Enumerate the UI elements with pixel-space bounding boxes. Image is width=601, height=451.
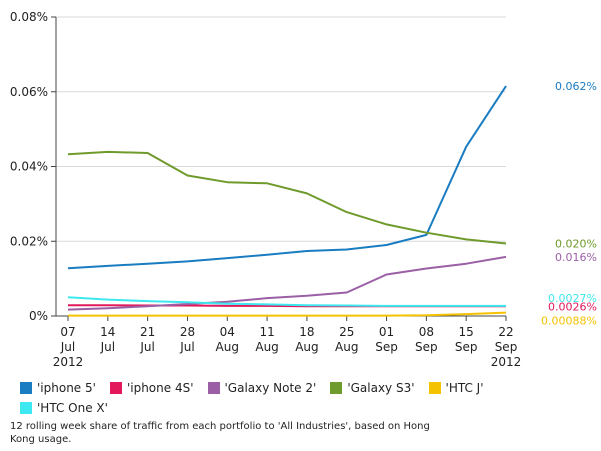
x-tick-label: 07 [60, 325, 75, 339]
series-line-htc-j [68, 311, 507, 317]
x-tick-label: 08 [419, 325, 434, 339]
x-tick-label: Sep [455, 340, 478, 354]
series-line-galaxy-note-2 [67, 255, 507, 311]
x-tick-label: Sep [495, 340, 518, 354]
legend-item-iphone-5: 'iphone 5' [20, 379, 96, 397]
y-tick-label: 0.06% [10, 85, 48, 99]
legend-swatch [20, 402, 32, 414]
legend-item-iphone-4s: 'iphone 4S' [109, 379, 194, 397]
x-tick-label: Jul [139, 340, 154, 354]
x-tick-label: Jul [60, 340, 75, 354]
line-chart: 0%0.02%0.04%0.06%0.08% 07Jul201214Jul21J… [10, 10, 597, 369]
x-tick-label: 25 [339, 325, 354, 339]
legend-item-htc-j: 'HTC J' [428, 379, 484, 397]
x-tick-label: 22 [498, 325, 513, 339]
x-tick-label: Aug [295, 340, 318, 354]
x-tick-label: 21 [140, 325, 155, 339]
end-label-htc-one-x: 0.0027% [548, 292, 597, 305]
end-label-htc-j: 0.00088% [541, 315, 597, 328]
legend-swatch [428, 382, 441, 394]
series-line-iphone-5 [67, 85, 507, 270]
x-tick-label: 14 [100, 325, 115, 339]
legend-label: 'HTC One X' [37, 401, 108, 415]
x-tick-label: 15 [459, 325, 474, 339]
series-line-galaxy-s3 [67, 150, 507, 245]
x-tick-label: 2012 [491, 355, 522, 369]
y-tick-label: 0% [29, 309, 48, 323]
end-label-galaxy-s3: 0.020% [555, 237, 597, 250]
legend-swatch [109, 382, 122, 394]
series-layer [67, 85, 507, 317]
end-labels: 0.062% 0.0026% 0.016%0.020% 0.00088% 0.0027% [541, 80, 597, 327]
legend-label: 'Galaxy Note 2' [224, 381, 317, 395]
x-tick-label: Jul [179, 340, 194, 354]
legend-swatch [20, 382, 32, 394]
x-tick-label: Aug [255, 340, 278, 354]
end-label-iphone-4s: 0.0026% [548, 300, 597, 313]
legend-label: 'iphone 4S' [126, 381, 194, 395]
legend: 'iphone 5' 'iphone 4S' 'Galaxy Note 2' 'Gal… [20, 379, 590, 419]
legend-item-galaxy-note-2: 'Galaxy Note 2' [207, 379, 317, 397]
x-tick-label: Aug [216, 340, 239, 354]
legend-item-galaxy-s3: 'Galaxy S3' [330, 379, 415, 397]
legend-item-htc-one-x: 'HTC One X' [20, 399, 108, 417]
x-tick-label: Sep [415, 340, 438, 354]
y-tick-label: 0.02% [10, 234, 48, 248]
x-tick-label: 2012 [53, 355, 84, 369]
legend-label: 'HTC J' [445, 381, 484, 395]
end-label-iphone-5: 0.062% [555, 80, 597, 93]
x-tick-label: 01 [379, 325, 394, 339]
y-tick-label: 0.04% [10, 160, 48, 174]
x-tick-label: 11 [259, 325, 274, 339]
x-tick-label: Sep [375, 340, 398, 354]
x-tick-label: 04 [220, 325, 235, 339]
x-tick-label: Jul [100, 340, 115, 354]
legend-label: 'Galaxy S3' [347, 381, 415, 395]
x-tick-label: 28 [180, 325, 195, 339]
y-tick-label: 0.08% [10, 10, 48, 24]
series-line-htc-one-x [67, 296, 506, 307]
legend-swatch [330, 382, 343, 394]
x-axis: 07Jul201214Jul21Jul28Jul04Aug11Aug18Aug2… [53, 315, 522, 369]
y-axis: 0% 0.02% 0.04% 0.06% 0.08% [10, 10, 506, 323]
legend-swatch [207, 382, 220, 394]
x-tick-label: Aug [335, 340, 358, 354]
x-tick-label: 18 [299, 325, 314, 339]
legend-label: 'iphone 5' [37, 381, 96, 395]
end-label-galaxy-note-2: 0.016% [555, 251, 597, 264]
footnote: 12 rolling week share of traffic from ea… [10, 421, 430, 445]
